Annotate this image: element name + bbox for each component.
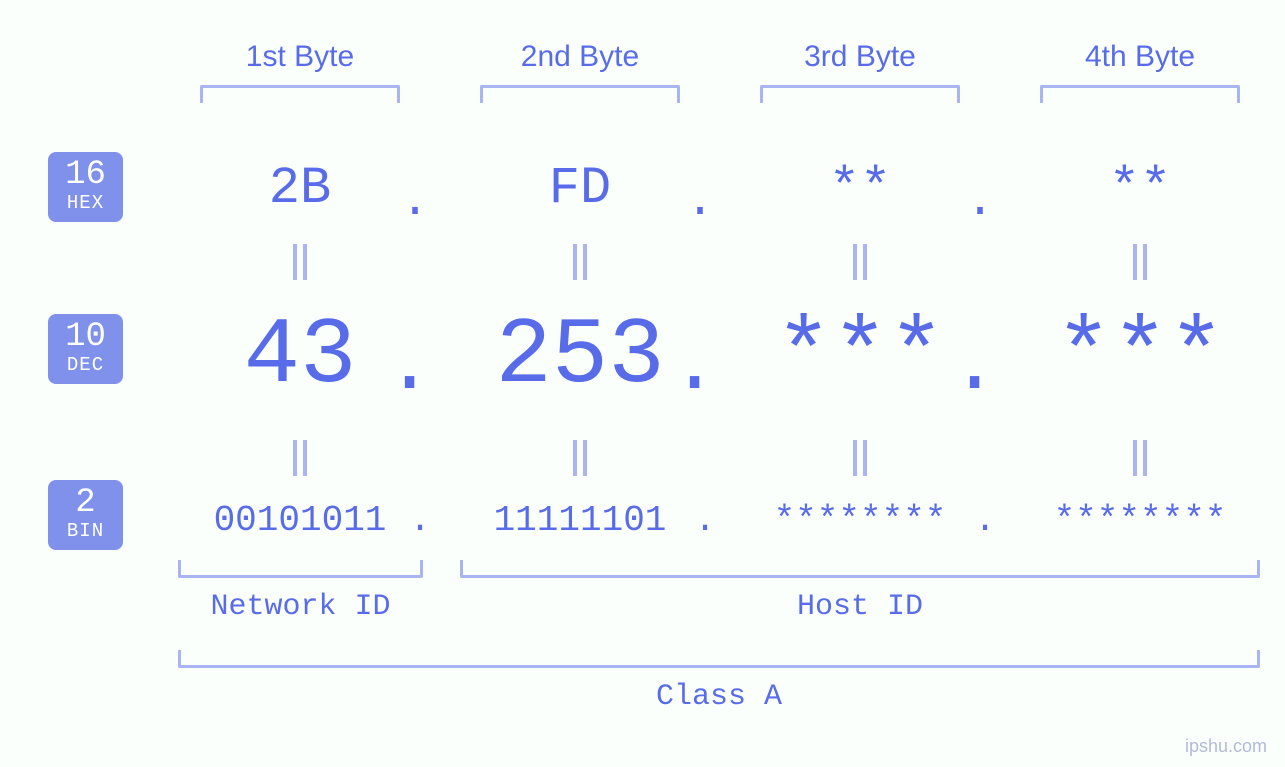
- top-bracket-4: [1040, 85, 1240, 103]
- bin-dot-2: .: [685, 500, 725, 541]
- badge-name: HEX: [48, 194, 123, 214]
- bin-dot-1: .: [400, 500, 440, 541]
- bin-byte-1: 00101011: [170, 500, 430, 541]
- base-badge-dec: 10 DEC: [48, 314, 123, 384]
- byte-header-3: 3rd Byte: [750, 40, 970, 74]
- byte-header-1: 1st Byte: [190, 40, 410, 74]
- equals-icon: [573, 244, 587, 280]
- badge-name: BIN: [48, 522, 123, 542]
- hex-byte-4: **: [1030, 159, 1250, 218]
- hex-byte-3: **: [750, 159, 970, 218]
- watermark: ipshu.com: [1185, 736, 1267, 757]
- network-id-bracket: [178, 560, 423, 578]
- equals-icon: [573, 440, 587, 476]
- host-id-label: Host ID: [460, 590, 1260, 624]
- top-bracket-1: [200, 85, 400, 103]
- byte-header-2: 2nd Byte: [470, 40, 690, 74]
- top-bracket-3: [760, 85, 960, 103]
- bin-byte-3: ********: [730, 500, 990, 541]
- equals-icon: [293, 244, 307, 280]
- dec-dot-1: .: [385, 320, 425, 413]
- badge-radix: 16: [48, 158, 123, 194]
- network-id-label: Network ID: [178, 590, 423, 624]
- hex-dot-2: .: [680, 175, 720, 229]
- top-bracket-2: [480, 85, 680, 103]
- bin-byte-2: 11111101: [450, 500, 710, 541]
- equals-icon: [853, 440, 867, 476]
- dec-byte-4: ***: [1010, 304, 1270, 410]
- equals-icon: [1133, 440, 1147, 476]
- class-bracket: [178, 650, 1260, 668]
- badge-radix: 2: [48, 486, 123, 522]
- bin-byte-4: ********: [1010, 500, 1270, 541]
- hex-dot-1: .: [395, 175, 435, 229]
- bin-dot-3: .: [965, 500, 1005, 541]
- class-label: Class A: [178, 680, 1260, 714]
- equals-icon: [853, 244, 867, 280]
- byte-header-4: 4th Byte: [1030, 40, 1250, 74]
- hex-byte-2: FD: [470, 159, 690, 218]
- hex-byte-1: 2B: [190, 159, 410, 218]
- dec-dot-2: .: [670, 320, 710, 413]
- base-badge-bin: 2 BIN: [48, 480, 123, 550]
- hex-dot-3: .: [960, 175, 1000, 229]
- equals-icon: [293, 440, 307, 476]
- base-badge-hex: 16 HEX: [48, 152, 123, 222]
- dec-dot-3: .: [950, 320, 990, 413]
- equals-icon: [1133, 244, 1147, 280]
- badge-name: DEC: [48, 356, 123, 376]
- badge-radix: 10: [48, 320, 123, 356]
- host-id-bracket: [460, 560, 1260, 578]
